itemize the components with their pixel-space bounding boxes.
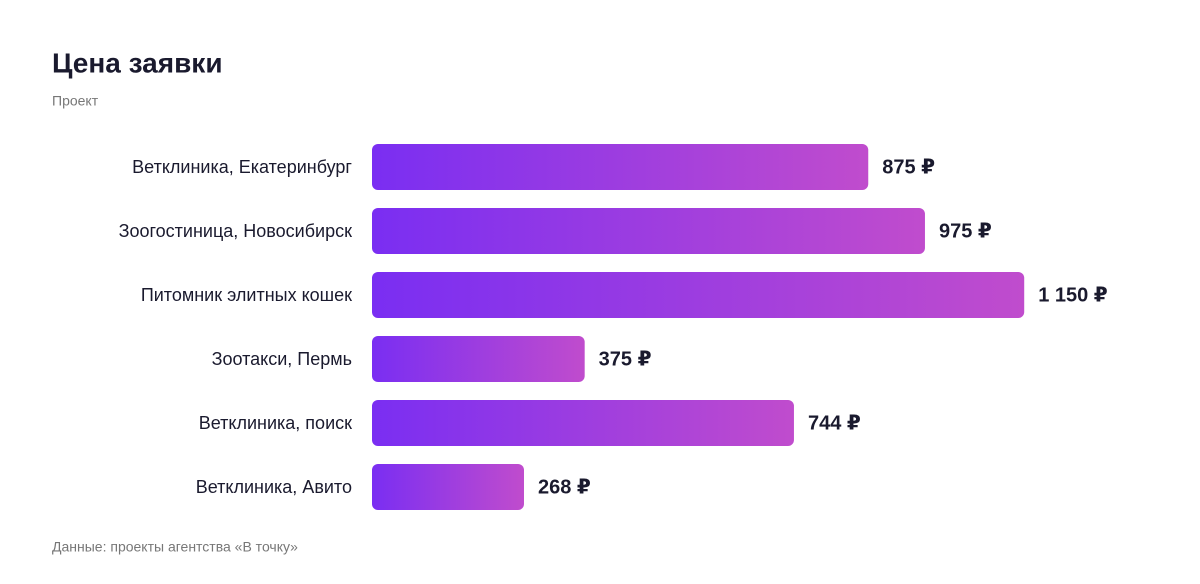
bar [372,144,869,190]
bar [372,400,794,446]
category-label: Питомник элитных кошек [141,285,352,305]
category-label: Зоогостиница, Новосибирск [119,221,353,241]
value-label: 875 ₽ [882,156,935,178]
source-note: Данные: проекты агентства «В точку» [52,539,298,555]
bar [372,272,1025,318]
category-label: Ветклиника, Авито [196,477,352,497]
value-label: 975 ₽ [939,220,992,242]
value-label: 1 150 ₽ [1038,284,1108,306]
category-label: Зоотакси, Пермь [212,349,352,369]
bar [372,208,925,254]
bar [372,336,585,382]
bar [372,464,524,510]
chart-title: Цена заявки [52,47,223,78]
value-label: 744 ₽ [808,412,861,434]
category-label: Ветклиника, Екатеринбург [132,157,352,177]
category-label: Ветклиника, поиск [199,413,352,433]
value-label: 268 ₽ [538,476,591,498]
subtitle: Проект [52,93,99,109]
value-label: 375 ₽ [599,348,652,370]
